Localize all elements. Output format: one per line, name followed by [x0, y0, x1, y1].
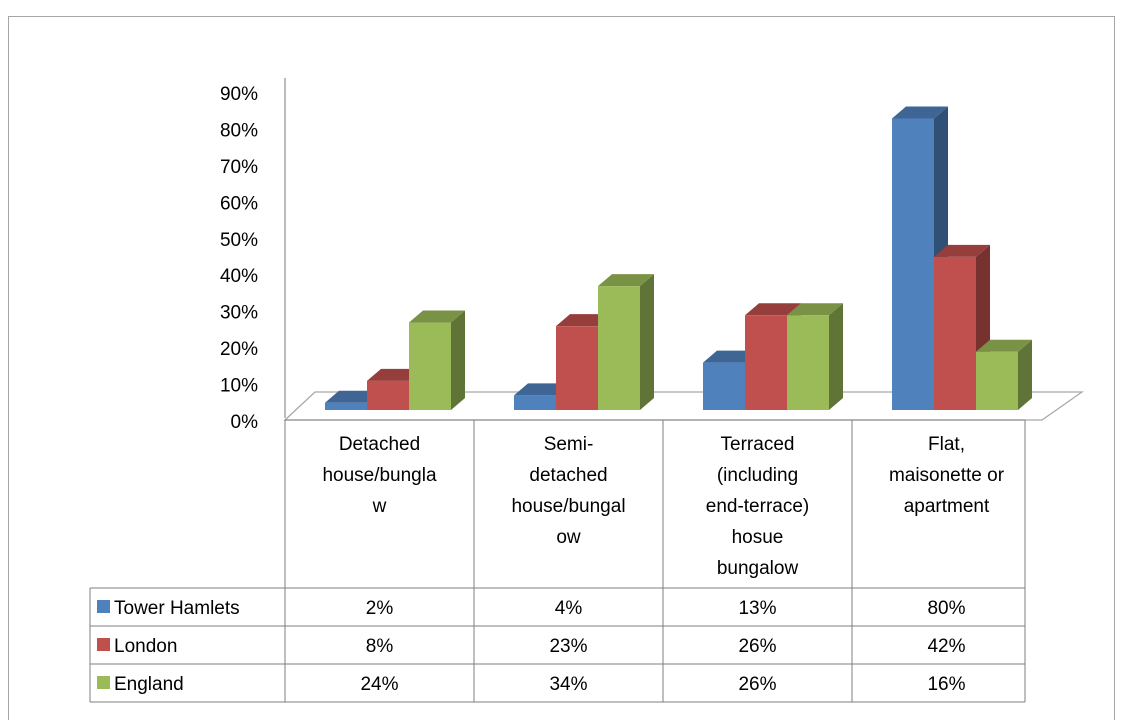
data-table-value: 13%	[738, 598, 776, 619]
legend-swatch	[97, 676, 110, 689]
category-label: Semi-	[544, 434, 594, 455]
legend-label: Tower Hamlets	[114, 598, 240, 619]
bar-front	[598, 286, 640, 410]
bar-side	[640, 274, 654, 410]
data-table-value: 80%	[927, 598, 965, 619]
legend-swatch	[97, 600, 110, 613]
bar-top	[409, 310, 465, 323]
category-label: w	[372, 496, 387, 517]
legend-label: England	[114, 674, 184, 695]
category-label: Detached	[339, 434, 420, 455]
bar-front	[703, 362, 745, 410]
bar-london	[934, 244, 990, 410]
y-tick-label: 20%	[220, 339, 258, 360]
bar-top	[892, 106, 948, 119]
category-label: maisonette or	[889, 465, 1005, 486]
data-table-value: 24%	[360, 674, 398, 695]
y-tick-label: 70%	[220, 157, 258, 178]
category-label: ow	[556, 527, 581, 548]
data-table-value: 34%	[549, 674, 587, 695]
bar-front	[745, 315, 787, 410]
bar-england	[976, 339, 1032, 410]
data-table-value: 4%	[555, 598, 583, 619]
y-tick-label: 40%	[220, 266, 258, 287]
data-table-value: 2%	[366, 598, 394, 619]
bar-front	[409, 322, 451, 410]
bar-side	[451, 310, 465, 410]
category-label: house/bungal	[511, 496, 625, 517]
legend-label: London	[114, 636, 177, 657]
y-tick-label: 10%	[220, 376, 258, 397]
y-tick-label: 60%	[220, 193, 258, 214]
y-tick-label: 50%	[220, 230, 258, 251]
bar-front	[556, 326, 598, 410]
bar-front	[892, 118, 934, 410]
bar-top	[934, 244, 990, 257]
category-label: end-terrace)	[706, 496, 810, 517]
bar-front	[367, 380, 409, 410]
data-table-value: 42%	[927, 636, 965, 657]
bar-side	[829, 303, 843, 410]
bar-side	[1018, 339, 1032, 410]
legend-swatch	[97, 638, 110, 651]
data-table-value: 26%	[738, 674, 776, 695]
category-label: apartment	[904, 496, 990, 517]
data-table-value: 16%	[927, 674, 965, 695]
data-table-value: 26%	[738, 636, 776, 657]
bar-england	[787, 303, 843, 410]
bar-england	[598, 274, 654, 410]
bar-front	[934, 256, 976, 410]
bar-front	[514, 395, 556, 410]
y-tick-label: 80%	[220, 120, 258, 141]
bar-front	[787, 315, 829, 410]
category-label: Terraced	[721, 434, 795, 455]
data-table-value: 23%	[549, 636, 587, 657]
bar-top	[976, 339, 1032, 352]
category-label: bungalow	[717, 558, 799, 579]
bar-front	[976, 351, 1018, 410]
y-tick-label: 90%	[220, 84, 258, 105]
category-label: house/bungla	[322, 465, 437, 486]
bar-england	[409, 310, 465, 410]
category-label: Flat,	[928, 434, 965, 455]
data-table-value: 8%	[366, 636, 394, 657]
category-label: hosue	[732, 527, 784, 548]
y-tick-label: 0%	[231, 412, 259, 433]
bar-top	[787, 303, 843, 316]
bar-top	[598, 274, 654, 287]
bar-front	[325, 402, 367, 410]
category-label: detached	[529, 465, 607, 486]
y-tick-label: 30%	[220, 303, 258, 324]
category-label: (including	[717, 465, 798, 486]
bar-top	[745, 303, 801, 316]
